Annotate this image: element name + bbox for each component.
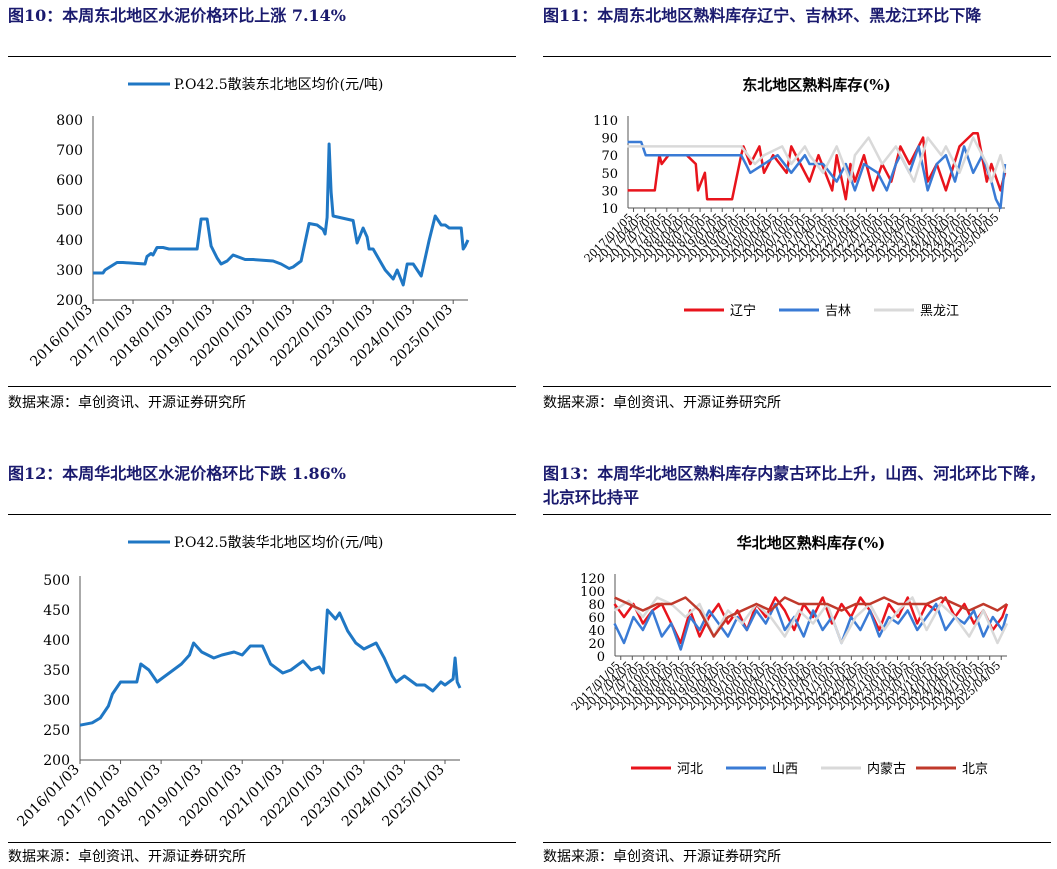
y-tick-label: 0 bbox=[597, 650, 605, 665]
chart-ne-clinker: 东北地区熟料库存(%)10305070901102017/01/052017/0… bbox=[582, 76, 1007, 319]
figure-title: 图11：本周东北地区熟料库存辽宁、吉林环、黑龙江环比下降 bbox=[543, 6, 982, 25]
title-rule bbox=[543, 56, 1051, 57]
title-rule bbox=[543, 514, 1051, 515]
y-tick-label: 500 bbox=[56, 203, 83, 219]
source-rule bbox=[543, 386, 1051, 387]
y-tick-label: 10 bbox=[601, 202, 618, 217]
y-tick-label: 600 bbox=[56, 173, 83, 189]
chart-title: 东北地区熟料库存(%) bbox=[742, 76, 890, 94]
y-tick-label: 450 bbox=[43, 603, 70, 619]
y-tick-label: 110 bbox=[593, 114, 618, 129]
chart-nc-clinker: 华北地区熟料库存(%)0204060801001202017/01/052017… bbox=[569, 534, 1009, 777]
series-line-2 bbox=[627, 140, 1007, 210]
y-tick-label: 120 bbox=[580, 572, 605, 587]
y-tick-label: 400 bbox=[43, 633, 70, 649]
y-tick-label: 90 bbox=[601, 132, 618, 147]
legend-label: 河北 bbox=[677, 762, 703, 777]
series-line-1 bbox=[79, 608, 462, 727]
y-tick-label: 200 bbox=[56, 293, 83, 309]
source-rule bbox=[543, 842, 1051, 843]
series-line-1 bbox=[93, 142, 470, 287]
chart-ne-price: 2003004005006007008002016/01/032017/01/0… bbox=[27, 77, 470, 370]
series-line-1 bbox=[627, 131, 1007, 201]
y-tick-label: 200 bbox=[43, 753, 70, 769]
figure-title: 图10：本周东北地区水泥价格环比上涨 7.14% bbox=[8, 6, 347, 25]
source-rule bbox=[8, 842, 516, 843]
legend-label: 山西 bbox=[772, 762, 798, 777]
y-tick-label: 250 bbox=[43, 723, 70, 739]
y-tick-label: 700 bbox=[56, 143, 83, 159]
series-line-2 bbox=[613, 602, 1009, 651]
chart-nc-price: 2002503003504004505002016/01/032017/01/0… bbox=[14, 535, 462, 830]
y-tick-label: 80 bbox=[588, 598, 605, 613]
title-rule bbox=[8, 514, 516, 515]
series-line-3 bbox=[627, 136, 1007, 183]
y-tick-label: 60 bbox=[588, 611, 605, 626]
y-tick-label: 100 bbox=[580, 585, 605, 600]
y-tick-label: 300 bbox=[43, 693, 70, 709]
y-tick-label: 300 bbox=[56, 263, 83, 279]
y-tick-label: 800 bbox=[56, 113, 83, 129]
legend-label: 北京 bbox=[962, 762, 988, 777]
legend-label: P.O42.5散装东北地区均价(元/吨) bbox=[174, 77, 383, 93]
panel-nc-price: 图12：本周华北地区水泥价格环比下跌 1.86% 200 250 300 350 400… bbox=[8, 458, 518, 868]
source-note: 数据来源：卓创资讯、开源证券研究所 bbox=[8, 395, 246, 411]
chart-title: 华北地区熟料库存(%) bbox=[737, 534, 885, 552]
y-tick-label: 40 bbox=[588, 624, 605, 639]
legend-label: 内蒙古 bbox=[867, 761, 906, 777]
series-line-1 bbox=[613, 596, 1009, 645]
legend-label: 吉林 bbox=[825, 304, 851, 319]
y-tick-label: 70 bbox=[601, 149, 618, 164]
title-rule bbox=[8, 56, 516, 57]
series-line-3 bbox=[613, 596, 1009, 645]
y-tick-label: 50 bbox=[601, 167, 618, 182]
legend-label: 辽宁 bbox=[730, 303, 756, 319]
legend-label: P.O42.5散装华北地区均价(元/吨) bbox=[174, 535, 383, 551]
legend-label: 黑龙江 bbox=[920, 304, 959, 319]
y-tick-label: 500 bbox=[43, 573, 70, 589]
figure-title: 图13：本周华北地区熟料库存内蒙古环比上升，山西、河北环比下降，北京环比持平 bbox=[543, 464, 1046, 507]
panel-nc-clinker: 图13：本周华北地区熟料库存内蒙古环比上升，山西、河北环比下降，北京环比持平 华… bbox=[543, 458, 1053, 868]
series-line-4 bbox=[613, 596, 1008, 638]
y-tick-label: 350 bbox=[43, 663, 70, 679]
y-tick-label: 20 bbox=[588, 637, 605, 652]
y-tick-label: 30 bbox=[601, 184, 618, 199]
figure-title: 图12：本周华北地区水泥价格环比下跌 1.86% bbox=[8, 464, 347, 483]
source-rule bbox=[8, 386, 516, 387]
y-tick-label: 400 bbox=[56, 233, 83, 249]
source-note: 数据来源：卓创资讯、开源证券研究所 bbox=[543, 849, 781, 865]
source-note: 数据来源：卓创资讯、开源证券研究所 bbox=[8, 849, 246, 865]
panel-ne-clinker: 图11：本周东北地区熟料库存辽宁、吉林环、黑龙江环比下降 东北地区熟料库存(%)… bbox=[543, 0, 1053, 420]
source-note: 数据来源：卓创资讯、开源证券研究所 bbox=[543, 395, 781, 411]
panel-ne-price: 图10：本周东北地区水泥价格环比上涨 7.14% 200 300 400 500 600… bbox=[8, 0, 518, 420]
